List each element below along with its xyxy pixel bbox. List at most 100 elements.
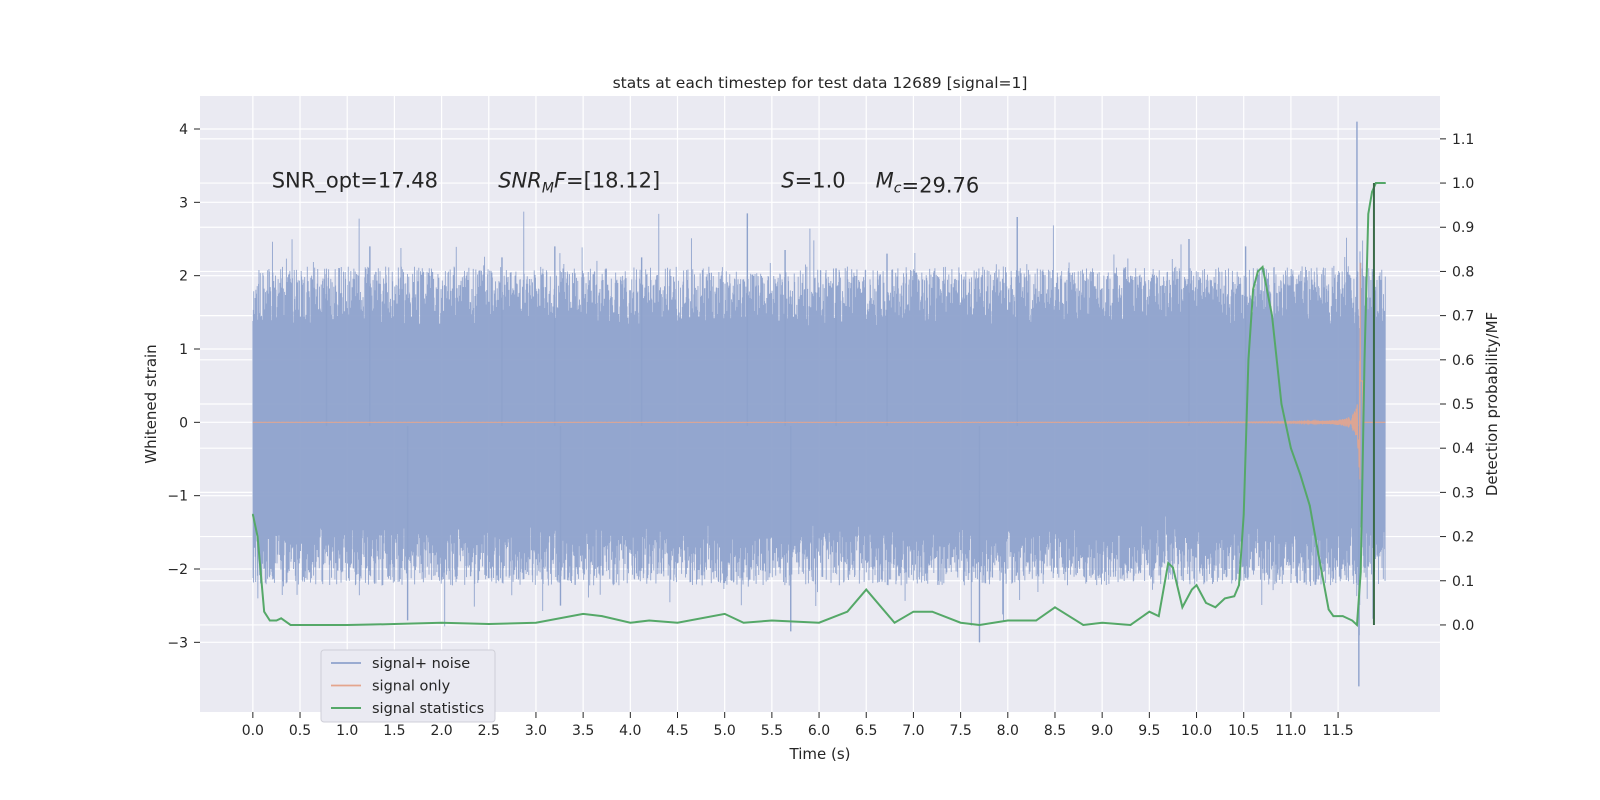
- x-tick-label-21: 10.5: [1228, 723, 1259, 739]
- signal-statistics-point-12: [487, 623, 490, 625]
- y-axis-left-label: Whitened strain: [142, 344, 160, 463]
- x-tick-label-18: 9.0: [1091, 723, 1113, 739]
- annotation-2: S=1.0: [781, 168, 845, 192]
- y-left-tick-label-3: 0: [179, 415, 188, 431]
- y-right-tick-label-3: 0.3: [1452, 485, 1474, 501]
- signal-statistics-point-6: [289, 624, 292, 626]
- signal-statistics-point-32: [1054, 606, 1056, 609]
- x-tick-label-20: 10.0: [1181, 723, 1212, 739]
- signal-statistics-point-68: [1375, 182, 1377, 184]
- signal-statistics-point-54: [1280, 403, 1283, 405]
- signal-statistics-point-13: [535, 621, 537, 624]
- signal-statistics-point-53: [1271, 314, 1273, 317]
- signal-statistics-point-51: [1257, 270, 1259, 273]
- signal-statistics-point-50: [1252, 288, 1254, 290]
- axis-ticks: 0.0 0.5 1.0 1.5 2.0 2.5 3.0 3.5 4.0 4.5 5.0 5.5 6.0 6…: [167, 122, 1474, 739]
- signal-statistics-point-8: [327, 624, 330, 626]
- legend-label-signal-only: signal only: [372, 679, 451, 695]
- x-tick-label-0: 0.0: [242, 723, 264, 739]
- signal-statistics-point-69: [1379, 182, 1382, 184]
- legend: signal+ noise signal only signal statistic…: [320, 649, 496, 723]
- x-tick-label-6: 3.0: [525, 723, 547, 739]
- signal-statistics-point-21: [771, 619, 773, 622]
- signal-statistics-point-39: [1172, 566, 1174, 569]
- x-tick-label-9: 4.5: [666, 723, 688, 739]
- annotation-3: Mc=29.76: [876, 168, 980, 197]
- annotation-0: SNR_opt=17.48: [272, 168, 438, 193]
- signal-statistics-point-28: [959, 621, 962, 624]
- signal-statistics-point-30: [1006, 619, 1009, 622]
- signal-statistics-point-40: [1181, 606, 1184, 609]
- signal-statistics-point-14: [582, 613, 584, 615]
- signal-statistics-point-7: [299, 624, 301, 626]
- signal-statistics-point-2: [263, 610, 265, 613]
- signal-statistics-point-9: [346, 624, 349, 626]
- signal-statistics-point-17: [648, 619, 650, 622]
- signal-statistics-point-57: [1308, 504, 1311, 507]
- signal-only-trace: [252, 262, 1386, 480]
- x-tick-label-7: 3.5: [572, 723, 594, 739]
- signal-statistics-point-47: [1238, 584, 1240, 586]
- signal-statistics-point-49: [1247, 359, 1250, 361]
- series-signal-plus-noise: [252, 121, 1386, 687]
- signal-statistics-point-52: [1261, 266, 1264, 268]
- signal-statistics-point-31: [1035, 619, 1037, 622]
- signal-statistics-point-61: [1342, 615, 1344, 617]
- y-left-tick-label-2: −1: [167, 489, 188, 505]
- y-left-tick-label-7: 4: [179, 122, 188, 138]
- x-tick-label-23: 11.5: [1322, 723, 1353, 739]
- legend-label-signal-plus-noise: signal+ noise: [372, 656, 470, 672]
- signal-statistics-point-29: [978, 624, 981, 626]
- signal-statistics-point-34: [1101, 621, 1103, 624]
- signal-statistics-point-35: [1129, 624, 1132, 626]
- signal-statistics-point-23: [846, 610, 849, 613]
- signal-statistics-point-3: [269, 619, 271, 622]
- signal-statistics-point-59: [1327, 608, 1330, 611]
- signal-statistics-point-11: [440, 621, 443, 624]
- signal-statistics-point-0: [252, 513, 254, 516]
- y-right-tick-label-11: 1.1: [1452, 132, 1474, 148]
- signal-statistics-point-55: [1290, 447, 1292, 449]
- signal-statistics-point-60: [1332, 615, 1335, 617]
- signal-statistics-point-65: [1363, 359, 1366, 361]
- y-right-tick-label-10: 1.0: [1452, 176, 1474, 192]
- signal-statistics-point-16: [629, 621, 632, 624]
- y-left-tick-label-6: 3: [179, 195, 188, 211]
- x-tick-label-8: 4.0: [619, 723, 641, 739]
- signal-statistics-point-67: [1371, 191, 1373, 193]
- y-right-tick-label-7: 0.7: [1452, 309, 1474, 325]
- y-left-tick-label-5: 2: [179, 269, 188, 285]
- signal-statistics-point-15: [601, 615, 603, 617]
- signal-statistics-point-22: [818, 621, 820, 624]
- y-right-tick-label-4: 0.4: [1452, 441, 1474, 457]
- series-signal-statistics: [251, 182, 1387, 628]
- y-right-tick-label-9: 0.9: [1452, 220, 1474, 236]
- x-tick-label-5: 2.5: [478, 723, 500, 739]
- signal-statistics-point-56: [1299, 473, 1302, 476]
- annotation-1: SNRMF=[18.12]: [498, 168, 660, 196]
- signal-statistics-point-37: [1157, 615, 1160, 617]
- x-tick-label-12: 6.0: [808, 723, 830, 739]
- signal-statistics-point-26: [912, 610, 915, 613]
- signal-statistics-point-64: [1359, 571, 1362, 573]
- signal-statistics-point-33: [1082, 624, 1085, 626]
- x-axis-label: Time (s): [789, 745, 851, 763]
- x-tick-label-19: 9.5: [1138, 723, 1160, 739]
- y-left-tick-label-0: −3: [167, 635, 188, 651]
- signal-statistics-point-1: [256, 535, 259, 538]
- x-tick-label-13: 6.5: [855, 723, 877, 739]
- x-tick-label-2: 1.0: [336, 723, 358, 739]
- x-tick-label-11: 5.5: [761, 723, 783, 739]
- noise-trace: [252, 211, 1386, 636]
- x-tick-label-16: 8.0: [997, 723, 1019, 739]
- y-axis-right-label: Detection probability/MF: [1483, 312, 1501, 496]
- signal-statistics-point-70: [1384, 182, 1387, 184]
- x-tick-label-15: 7.5: [949, 723, 971, 739]
- signal-statistics-point-27: [931, 610, 934, 613]
- x-tick-label-1: 0.5: [289, 723, 311, 739]
- signal-statistics-point-25: [893, 621, 896, 624]
- y-right-tick-label-6: 0.6: [1452, 353, 1474, 369]
- signal-statistics-point-18: [676, 621, 679, 624]
- signal-statistics-point-63: [1356, 624, 1358, 626]
